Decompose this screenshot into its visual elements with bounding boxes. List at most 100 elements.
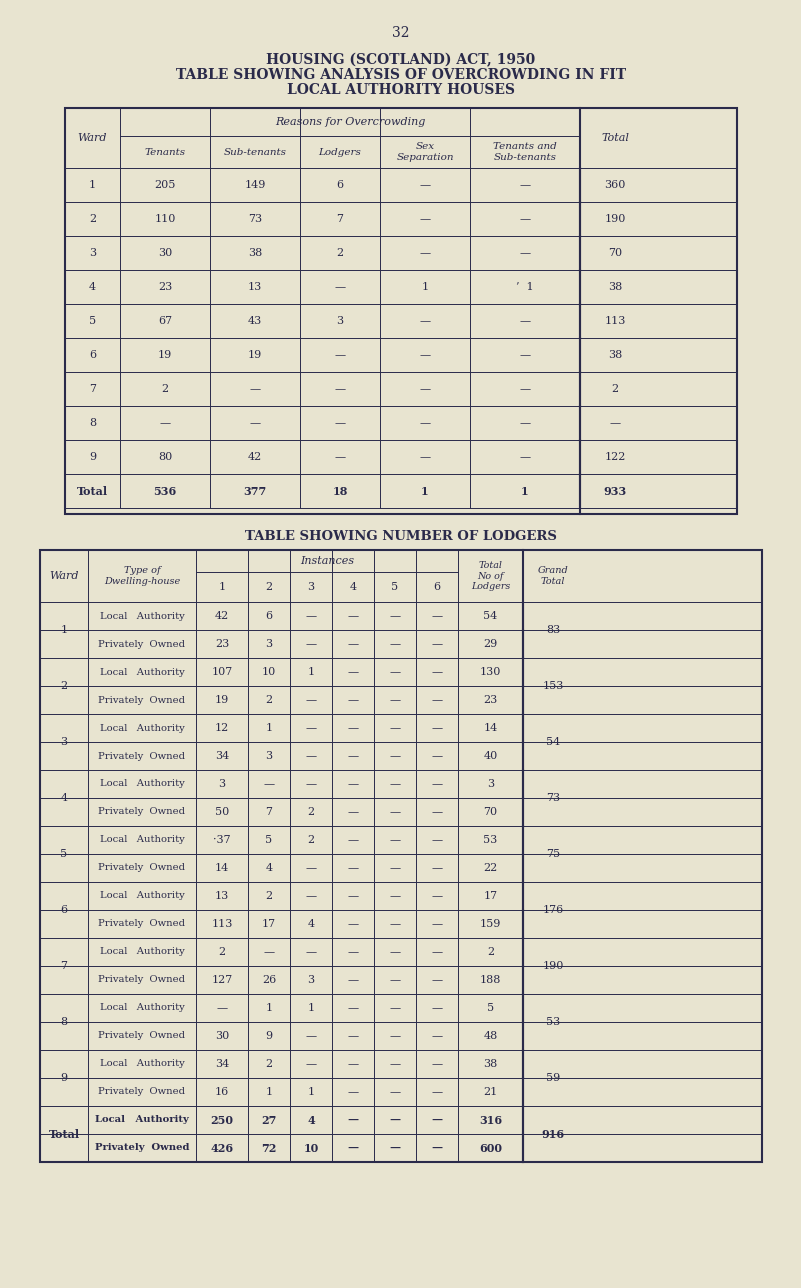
Text: —: — bbox=[389, 723, 400, 733]
Text: 1: 1 bbox=[308, 1003, 315, 1012]
Text: 18: 18 bbox=[332, 486, 348, 496]
Text: —: — bbox=[305, 1030, 316, 1041]
Text: 536: 536 bbox=[153, 486, 177, 496]
Text: —: — bbox=[432, 1030, 443, 1041]
Text: Grand
Total: Grand Total bbox=[537, 567, 569, 586]
Text: 1: 1 bbox=[308, 1087, 315, 1097]
Text: —: — bbox=[335, 419, 345, 428]
Text: —: — bbox=[264, 779, 275, 790]
Text: 1: 1 bbox=[521, 486, 529, 496]
Text: —: — bbox=[348, 696, 359, 705]
Text: —: — bbox=[305, 1059, 316, 1069]
Text: 75: 75 bbox=[546, 849, 560, 859]
Text: —: — bbox=[249, 384, 260, 394]
Text: —: — bbox=[432, 696, 443, 705]
Text: 3: 3 bbox=[487, 779, 494, 790]
Text: Total
No of
Lodgers: Total No of Lodgers bbox=[471, 562, 510, 591]
Text: 42: 42 bbox=[215, 611, 229, 621]
Text: 42: 42 bbox=[248, 452, 262, 462]
Text: 3: 3 bbox=[265, 639, 272, 649]
Text: 23: 23 bbox=[158, 282, 172, 292]
Text: 3: 3 bbox=[308, 582, 315, 592]
Text: 1: 1 bbox=[421, 282, 429, 292]
Text: —: — bbox=[519, 384, 530, 394]
Text: 73: 73 bbox=[546, 793, 560, 802]
Text: TABLE SHOWING ANALYSIS OF OVERCROWDING IN FIT: TABLE SHOWING ANALYSIS OF OVERCROWDING I… bbox=[176, 68, 626, 82]
Text: —: — bbox=[519, 419, 530, 428]
Text: —: — bbox=[420, 249, 431, 258]
Text: Privately  Owned: Privately Owned bbox=[99, 863, 186, 872]
Text: —: — bbox=[432, 1087, 443, 1097]
Text: 113: 113 bbox=[211, 920, 232, 929]
Text: —: — bbox=[389, 920, 400, 929]
Text: —: — bbox=[610, 419, 621, 428]
Text: 14: 14 bbox=[215, 863, 229, 873]
Text: 4: 4 bbox=[349, 582, 356, 592]
Text: 110: 110 bbox=[155, 214, 175, 224]
Text: 43: 43 bbox=[248, 316, 262, 326]
Text: —: — bbox=[305, 751, 316, 761]
Text: —: — bbox=[432, 891, 443, 902]
Text: 426: 426 bbox=[211, 1142, 234, 1154]
Text: 32: 32 bbox=[392, 26, 410, 40]
Text: 3: 3 bbox=[336, 316, 344, 326]
Text: 3: 3 bbox=[89, 249, 96, 258]
Text: 4: 4 bbox=[265, 863, 272, 873]
Text: 3: 3 bbox=[308, 975, 315, 985]
Text: 377: 377 bbox=[244, 486, 267, 496]
Text: 17: 17 bbox=[262, 920, 276, 929]
Text: 22: 22 bbox=[483, 863, 497, 873]
Text: Ward: Ward bbox=[49, 571, 78, 581]
Text: —: — bbox=[335, 384, 345, 394]
Text: 7: 7 bbox=[336, 214, 344, 224]
Text: Local   Authority: Local Authority bbox=[99, 779, 184, 788]
Text: 8: 8 bbox=[89, 419, 96, 428]
Text: 7: 7 bbox=[265, 808, 272, 817]
Text: 50: 50 bbox=[215, 808, 229, 817]
Text: —: — bbox=[432, 751, 443, 761]
Text: —: — bbox=[432, 947, 443, 957]
Text: 27: 27 bbox=[261, 1114, 276, 1126]
Text: —: — bbox=[519, 180, 530, 191]
Text: 7: 7 bbox=[61, 961, 67, 971]
Text: 153: 153 bbox=[542, 681, 564, 690]
Text: 113: 113 bbox=[604, 316, 626, 326]
Text: 3: 3 bbox=[219, 779, 226, 790]
Text: —: — bbox=[432, 723, 443, 733]
Text: —: — bbox=[335, 452, 345, 462]
Text: Privately  Owned: Privately Owned bbox=[99, 751, 186, 760]
Text: —: — bbox=[389, 1030, 400, 1041]
Text: —: — bbox=[432, 975, 443, 985]
Text: Instances: Instances bbox=[300, 556, 354, 565]
Text: 4: 4 bbox=[89, 282, 96, 292]
Text: 4: 4 bbox=[308, 920, 315, 929]
Text: 14: 14 bbox=[483, 723, 497, 733]
Text: 149: 149 bbox=[244, 180, 266, 191]
Text: 70: 70 bbox=[608, 249, 622, 258]
Text: ·37: ·37 bbox=[213, 835, 231, 845]
Text: —: — bbox=[348, 975, 359, 985]
Text: 10: 10 bbox=[304, 1142, 319, 1154]
Text: Total: Total bbox=[77, 486, 108, 496]
Text: —: — bbox=[389, 891, 400, 902]
Text: —: — bbox=[432, 611, 443, 621]
Text: —: — bbox=[389, 639, 400, 649]
Text: —: — bbox=[348, 947, 359, 957]
Text: Sex
Separation: Sex Separation bbox=[396, 142, 453, 162]
Text: —: — bbox=[348, 920, 359, 929]
Text: 1: 1 bbox=[265, 1003, 272, 1012]
Text: 17: 17 bbox=[484, 891, 497, 902]
Text: 127: 127 bbox=[211, 975, 232, 985]
Text: 5: 5 bbox=[392, 582, 399, 592]
Text: —: — bbox=[348, 1003, 359, 1012]
Text: 19: 19 bbox=[248, 350, 262, 361]
Text: 13: 13 bbox=[248, 282, 262, 292]
Text: —: — bbox=[432, 1059, 443, 1069]
Text: 53: 53 bbox=[545, 1018, 560, 1027]
Text: 2: 2 bbox=[487, 947, 494, 957]
Text: Type of
Dwelling-house: Type of Dwelling-house bbox=[104, 567, 180, 586]
Text: —: — bbox=[305, 611, 316, 621]
Text: 23: 23 bbox=[483, 696, 497, 705]
Text: Local   Authority: Local Authority bbox=[99, 724, 184, 733]
Text: 12: 12 bbox=[215, 723, 229, 733]
